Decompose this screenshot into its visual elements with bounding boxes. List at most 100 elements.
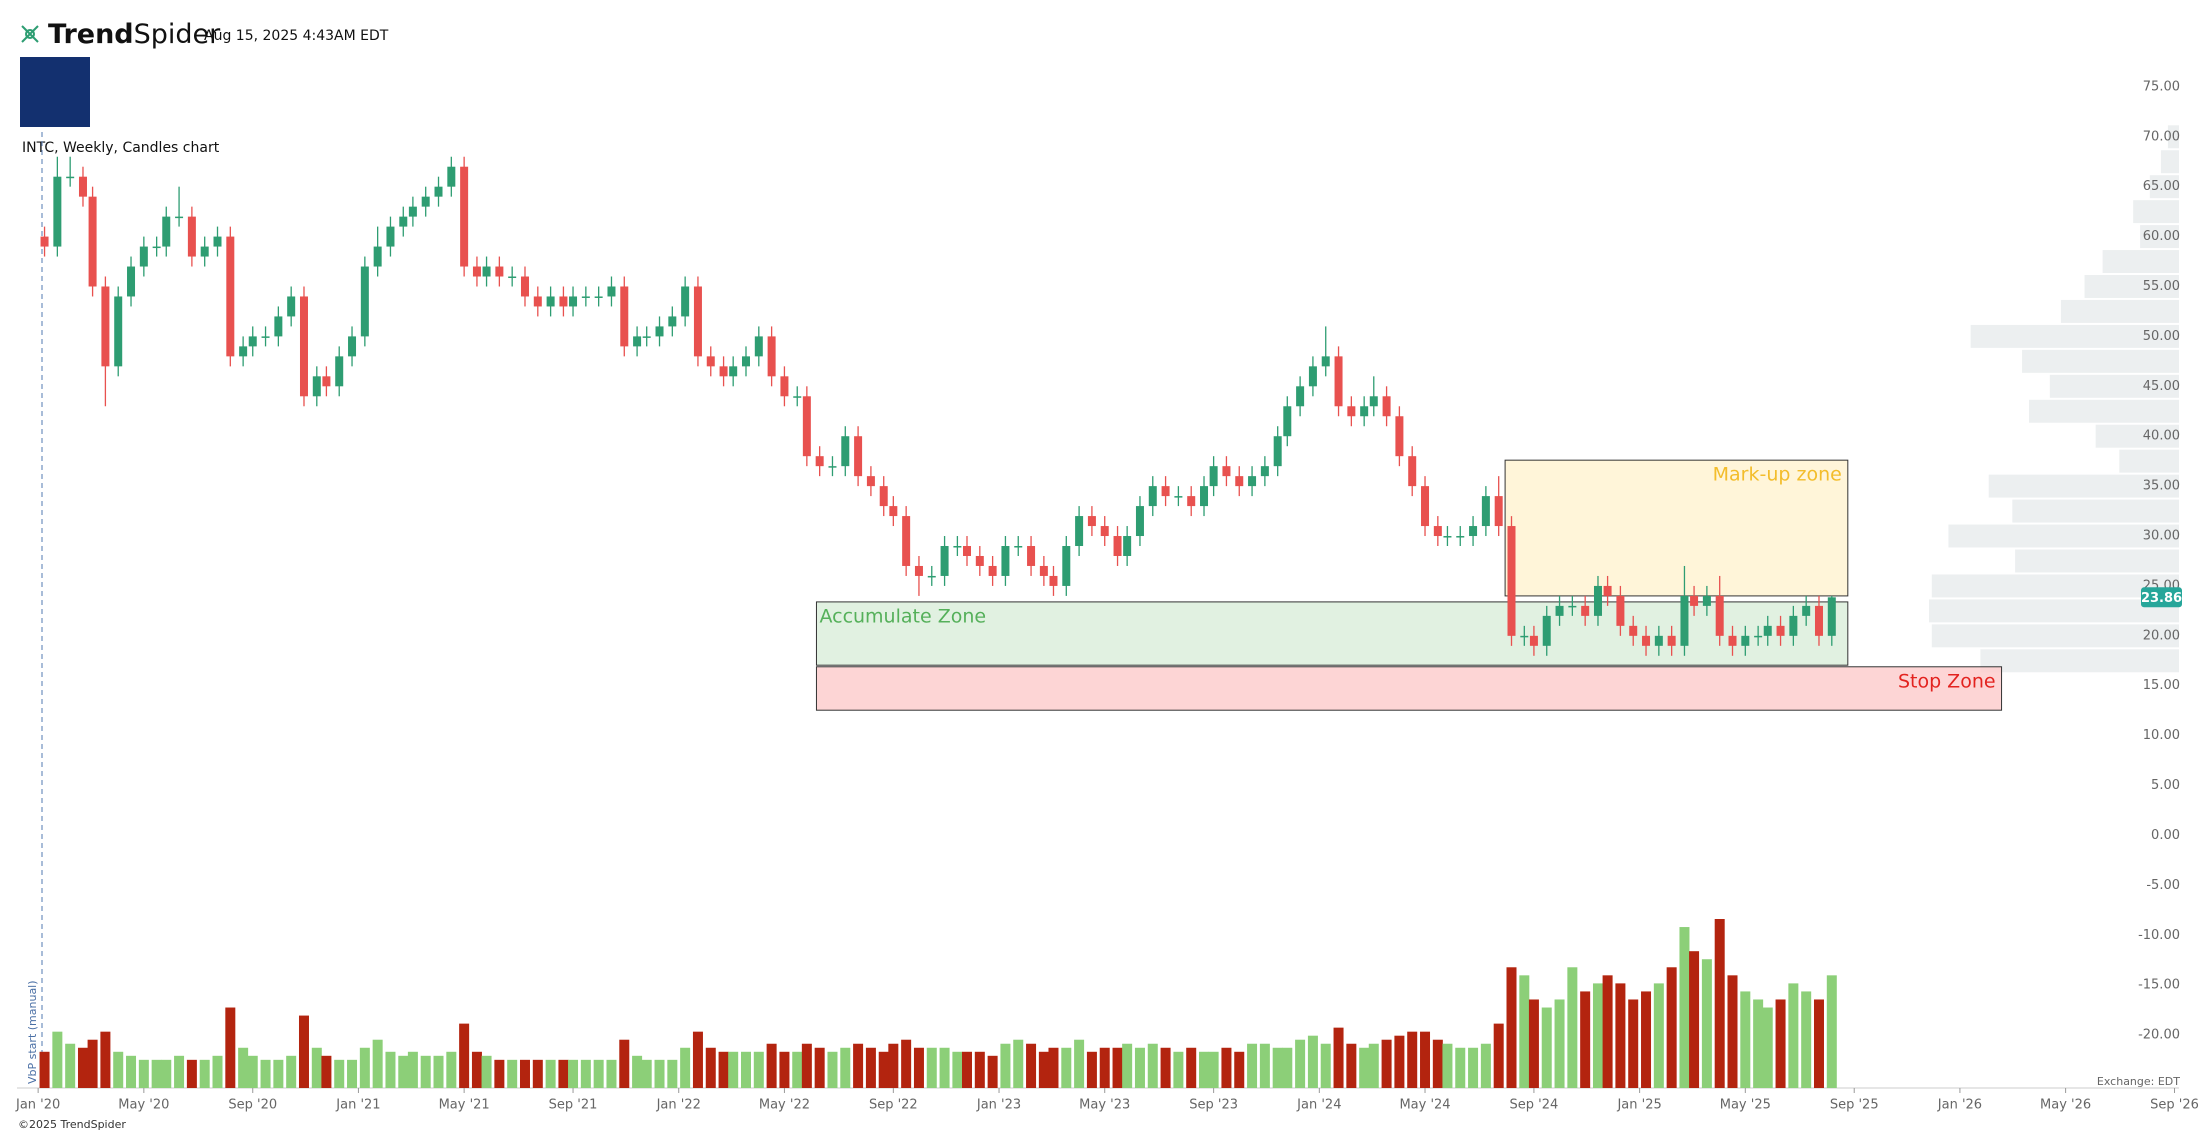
- candle-body: [1581, 605, 1590, 616]
- volume-bar: [1074, 1039, 1085, 1088]
- x-tick-label: Jan '24: [1296, 1098, 1341, 1113]
- candle-body: [114, 296, 123, 367]
- candle-body: [889, 506, 898, 517]
- volume-bar: [753, 1051, 764, 1088]
- y-tick-label: 45.00: [2143, 379, 2180, 394]
- volume-profile-bar: [2029, 399, 2179, 423]
- x-tick-label: Jan '21: [335, 1098, 380, 1113]
- x-tick-label: May '22: [759, 1098, 810, 1113]
- volume-bar: [359, 1047, 370, 1088]
- volume-bar: [398, 1055, 409, 1088]
- candle-body: [175, 216, 184, 219]
- candle-body: [729, 366, 738, 377]
- candle-body: [312, 376, 321, 397]
- candle-body: [1667, 635, 1676, 646]
- volume-profile-bar: [1929, 599, 2179, 623]
- symbol-logo: [20, 57, 90, 127]
- volume-bar: [286, 1055, 297, 1088]
- volume-bar: [1641, 991, 1652, 1088]
- candle-body: [988, 565, 997, 576]
- volume-bar: [1234, 1051, 1245, 1088]
- candle-body: [1456, 536, 1465, 538]
- candle-body: [633, 336, 642, 347]
- y-tick-label: -10.00: [2138, 928, 2180, 943]
- y-tick-label: 70.00: [2143, 129, 2180, 144]
- volume-bar: [1407, 1031, 1418, 1088]
- candle-body: [1433, 526, 1442, 537]
- logo-icon: [21, 25, 39, 43]
- volume-bar: [1199, 1051, 1210, 1088]
- candle-body: [569, 296, 578, 307]
- candle-body: [1520, 635, 1529, 638]
- candle-body: [940, 546, 949, 576]
- volume-bar: [1528, 999, 1539, 1088]
- volume-bar: [1048, 1047, 1059, 1088]
- volume-bar: [1554, 999, 1565, 1088]
- candle-body: [1728, 635, 1737, 646]
- x-tick-label: Sep '25: [1830, 1098, 1879, 1113]
- candle-body: [88, 196, 97, 287]
- candle-body: [642, 336, 651, 338]
- x-tick-label: Sep '23: [1189, 1098, 1238, 1113]
- candle-body: [101, 286, 110, 367]
- candle-body: [187, 216, 196, 257]
- volume-bar: [952, 1051, 963, 1088]
- volume-bar: [100, 1031, 111, 1088]
- volume-bar: [532, 1059, 543, 1088]
- candle-body: [902, 516, 911, 566]
- volume-profile-bar: [2160, 150, 2179, 174]
- volume-bar: [1381, 1039, 1392, 1088]
- candle-body: [1593, 585, 1602, 616]
- volume-bar: [459, 1023, 470, 1088]
- candle-body: [793, 396, 802, 398]
- volume-bar: [740, 1051, 751, 1088]
- x-tick-label: May '23: [1079, 1098, 1130, 1113]
- x-tick-label: May '21: [439, 1098, 490, 1113]
- volume-bar: [1173, 1051, 1184, 1088]
- volume-bar: [1432, 1039, 1443, 1088]
- volume-bar: [1455, 1047, 1466, 1088]
- volume-bar: [471, 1051, 482, 1088]
- volume-bar: [199, 1059, 210, 1088]
- volume-bar: [1468, 1047, 1479, 1088]
- candle-body: [1382, 396, 1391, 417]
- candle-body: [681, 286, 690, 317]
- volume-bar: [1368, 1043, 1379, 1088]
- x-tick-label: Sep '21: [549, 1098, 598, 1113]
- volume-bar: [1186, 1047, 1197, 1088]
- candle-body: [693, 286, 702, 357]
- volume-bar: [1295, 1039, 1306, 1088]
- volume-bar: [1580, 991, 1591, 1088]
- volume-bar: [1653, 983, 1664, 1088]
- last-price-box: [2141, 587, 2182, 608]
- candle-body: [373, 246, 382, 267]
- volume-bar: [1813, 999, 1824, 1088]
- volume-bar: [494, 1059, 505, 1088]
- volume-bar: [1442, 1043, 1453, 1088]
- volume-bar: [766, 1043, 777, 1088]
- candle-body: [520, 276, 529, 297]
- candle-body: [780, 376, 789, 397]
- exchange-note: Exchange: EDT: [2097, 1075, 2180, 1088]
- chart-title: INTC, Weekly, Candles chart: [22, 140, 220, 156]
- volume-bar: [961, 1051, 972, 1088]
- candle-body: [482, 266, 491, 277]
- volume-profile-bar: [2049, 374, 2179, 398]
- volume-bar: [1541, 1007, 1552, 1088]
- candle-body: [559, 296, 568, 307]
- volume-bar: [519, 1059, 530, 1088]
- candle-body: [1027, 546, 1036, 566]
- candle-body: [1113, 536, 1122, 556]
- volume-bar: [1259, 1043, 1270, 1088]
- volume-bar: [298, 1015, 309, 1088]
- candle-body: [1334, 356, 1343, 407]
- volume-bar: [718, 1051, 729, 1088]
- zone: [1504, 459, 1849, 597]
- volume-bar: [1013, 1039, 1024, 1088]
- volume-profile-bar: [1948, 524, 2179, 548]
- candle-body: [1603, 585, 1612, 596]
- candle-body: [261, 336, 270, 338]
- candle-body: [66, 176, 75, 179]
- candle-body: [1087, 516, 1096, 527]
- volume-bar: [385, 1051, 396, 1088]
